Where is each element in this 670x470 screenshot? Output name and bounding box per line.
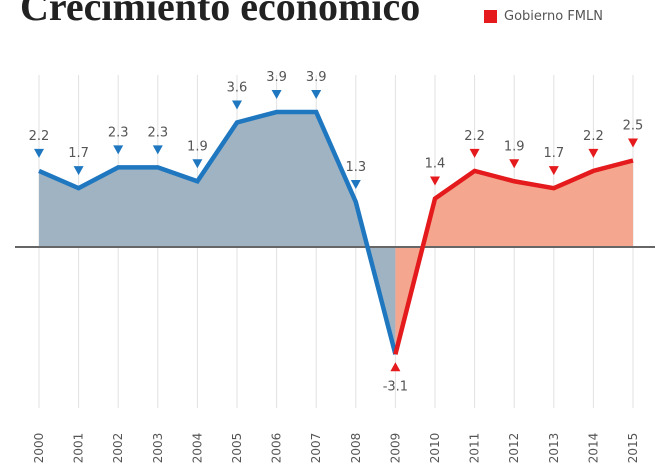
- data-marker: [152, 145, 163, 155]
- x-tick-label: 2003: [151, 433, 165, 464]
- area-fill-0: [39, 112, 396, 355]
- x-tick-label: 2015: [626, 433, 640, 464]
- x-tick-label: 2006: [270, 433, 284, 464]
- area-fill-1: [395, 160, 633, 355]
- data-label: 2.5: [623, 119, 644, 134]
- data-marker: [509, 159, 520, 169]
- x-tick-label: 2009: [388, 433, 402, 464]
- x-tick-label: 2004: [190, 433, 204, 464]
- legend: Gobierno FMLN: [484, 9, 603, 24]
- data-label: 2.2: [29, 129, 50, 144]
- data-marker: [271, 90, 282, 100]
- data-marker: [588, 148, 599, 158]
- data-marker: [628, 138, 638, 148]
- x-tick-label: 2013: [547, 433, 561, 464]
- data-marker: [232, 100, 242, 110]
- data-marker: [73, 166, 84, 176]
- data-marker: [430, 176, 440, 186]
- x-tick-label: 2011: [468, 433, 482, 464]
- x-tick-label: 2014: [586, 433, 600, 464]
- data-label: 1.7: [543, 146, 564, 161]
- chart-title: Crecimiento económico: [20, 0, 421, 29]
- data-marker: [390, 362, 401, 372]
- data-label: 1.4: [425, 157, 446, 172]
- data-marker: [311, 90, 322, 100]
- x-tick-label: 2002: [111, 433, 125, 464]
- legend-label: Gobierno FMLN: [504, 9, 603, 24]
- x-tick-label: 2000: [32, 433, 46, 464]
- x-tick-label: 2007: [309, 433, 323, 464]
- data-marker: [350, 180, 361, 190]
- data-label: 3.6: [227, 80, 248, 95]
- data-label: 1.9: [504, 139, 525, 154]
- x-tick-label: 2005: [230, 433, 244, 464]
- x-tick-label: 2010: [428, 433, 442, 464]
- data-label: 1.7: [68, 146, 89, 161]
- series-line-1: [393, 158, 634, 355]
- data-label: 2.3: [147, 125, 168, 140]
- series-line-0: [38, 109, 398, 355]
- data-marker: [548, 166, 559, 176]
- data-label: 1.3: [345, 160, 366, 175]
- x-tick-label: 2012: [507, 433, 521, 464]
- data-label: 1.9: [187, 139, 208, 154]
- data-label: 3.9: [266, 70, 287, 85]
- x-tick-label: 2008: [349, 433, 363, 464]
- data-label: -3.1: [383, 379, 408, 394]
- data-marker: [113, 145, 124, 155]
- data-marker: [192, 159, 203, 169]
- legend-swatch: [484, 10, 497, 23]
- x-tick-label: 2001: [72, 433, 86, 464]
- data-marker: [34, 148, 44, 158]
- data-label: 2.2: [464, 129, 485, 144]
- data-label: 2.3: [108, 125, 129, 140]
- data-marker: [469, 148, 480, 158]
- data-label: 3.9: [306, 70, 327, 85]
- data-label: 2.2: [583, 129, 604, 144]
